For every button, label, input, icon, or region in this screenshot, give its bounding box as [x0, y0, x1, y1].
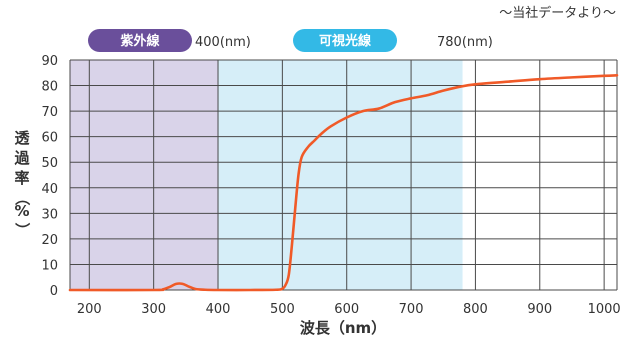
y-tick-label: 0: [50, 284, 58, 299]
y-tick-label: 80: [41, 80, 58, 95]
band-pill-0: [88, 29, 192, 52]
x-tick-label: 800: [463, 302, 488, 317]
x-tick-label: 1000: [588, 302, 621, 317]
y-tick-label: 50: [41, 156, 58, 171]
band-name-label: 可視光線: [319, 33, 372, 49]
band-name-label: 紫外線: [120, 33, 160, 49]
grid-layer: [69, 59, 618, 291]
band-boundary-label: 400(nm): [195, 35, 251, 50]
y-axis-title-char: ）: [13, 222, 31, 237]
x-tick-label: 900: [527, 302, 552, 317]
band-region-0: [70, 60, 219, 290]
y-axis-title-char: 過: [13, 149, 30, 167]
x-tick-label: 400: [206, 302, 231, 317]
x-tick-label: 300: [141, 302, 166, 317]
x-tick-label: 600: [334, 302, 359, 317]
bands-layer: [70, 60, 463, 290]
y-axis-title-char: （: [13, 190, 31, 205]
y-axis-title-char: %: [14, 202, 29, 220]
x-axis-title: 波長（nm）: [300, 319, 386, 337]
y-tick-label: 40: [41, 182, 58, 197]
y-tick-label: 70: [41, 105, 58, 120]
x-tick-label: 200: [77, 302, 102, 317]
band-pill-1: [293, 29, 397, 52]
y-axis-title-char: 率: [14, 169, 29, 187]
y-tick-label: 20: [41, 233, 58, 248]
y-tick-label: 30: [41, 207, 58, 222]
x-tick-label: 700: [399, 302, 424, 317]
labels-layer: 0 10 20 30 40 50 60 70 80 90 200 300 400 500 600 700 800…: [13, 5, 621, 337]
y-tick-label: 60: [41, 131, 58, 146]
y-tick-label: 90: [41, 54, 58, 69]
y-tick-label: 10: [41, 258, 58, 273]
y-axis-title-char: 透: [14, 129, 30, 147]
x-tick-label: 500: [270, 302, 295, 317]
transmittance-line: [68, 74, 619, 292]
band-boundary-label: 780(nm): [437, 35, 493, 50]
line-layer: [68, 74, 619, 292]
source-note: 〜当社データより〜: [499, 5, 616, 21]
band-region-1: [218, 60, 463, 290]
